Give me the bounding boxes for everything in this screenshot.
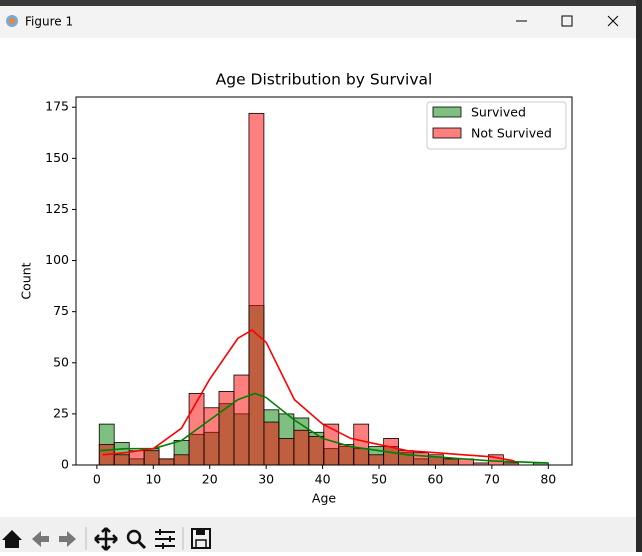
title-bar: [0, 6, 636, 38]
bar: [338, 444, 355, 466]
y-tick-label: 175: [45, 99, 69, 114]
save-button[interactable]: [191, 528, 211, 549]
back-button[interactable]: [32, 531, 49, 547]
bar: [203, 407, 220, 466]
kde-line: [99, 392, 549, 464]
bar: [368, 454, 385, 466]
zoom-button[interactable]: [126, 529, 147, 550]
bar: [143, 450, 160, 466]
axes-frame: [75, 96, 573, 466]
bar: [398, 450, 415, 466]
forward-button[interactable]: [59, 531, 76, 547]
bar: [233, 374, 250, 466]
app-icon: [6, 15, 18, 27]
menu-strip: [0, 0, 642, 6]
legend-label: Survived: [471, 105, 526, 120]
y-tick-label: 150: [45, 150, 69, 165]
legend-swatch: [432, 106, 462, 118]
x-tick-label: 80: [540, 472, 556, 487]
bar: [323, 423, 340, 466]
x-tick-label: 40: [315, 472, 331, 487]
configure-button[interactable]: [155, 529, 175, 549]
kde-line: [102, 329, 515, 462]
bar: [263, 421, 280, 466]
x-tick-label: 10: [145, 472, 161, 487]
bar: [113, 454, 130, 466]
y-axis-label: Count: [19, 262, 34, 299]
window-title: Figure 1: [25, 15, 73, 29]
x-tick-label: 30: [258, 472, 274, 487]
y-tick-label: 25: [53, 405, 69, 420]
x-tick-label: 20: [202, 472, 218, 487]
y-tick-label: 75: [53, 303, 69, 318]
x-tick-label: 50: [371, 472, 387, 487]
chart-title: Age Distribution by Survival: [216, 71, 433, 89]
legend-box: [426, 101, 567, 150]
bar: [128, 450, 145, 466]
bar: [158, 458, 175, 466]
bar: [218, 390, 235, 466]
toolbar: [0, 517, 636, 552]
y-tick-label: 125: [45, 201, 69, 216]
bar: [173, 454, 190, 466]
bar: [308, 435, 325, 466]
legend-swatch: [432, 127, 462, 139]
pan-button[interactable]: [94, 527, 118, 551]
bar: [413, 452, 429, 466]
y-tick-label: 0: [61, 457, 69, 472]
bar: [278, 438, 295, 466]
side-strip: [636, 0, 642, 552]
x-tick-label: 60: [427, 472, 443, 487]
maximize-button[interactable]: [561, 15, 573, 27]
close-button[interactable]: [607, 15, 619, 27]
x-tick-label: 70: [484, 472, 500, 487]
x-tick-label: 0: [93, 472, 101, 487]
y-tick-label: 100: [45, 252, 69, 267]
bar: [353, 423, 370, 466]
y-tick-label: 50: [53, 354, 69, 369]
legend-label: Not Survived: [471, 126, 552, 141]
bar: [293, 429, 310, 466]
home-button[interactable]: [2, 530, 22, 548]
bar: [443, 458, 459, 466]
x-axis-label: Age: [312, 491, 336, 506]
bar: [248, 112, 265, 466]
